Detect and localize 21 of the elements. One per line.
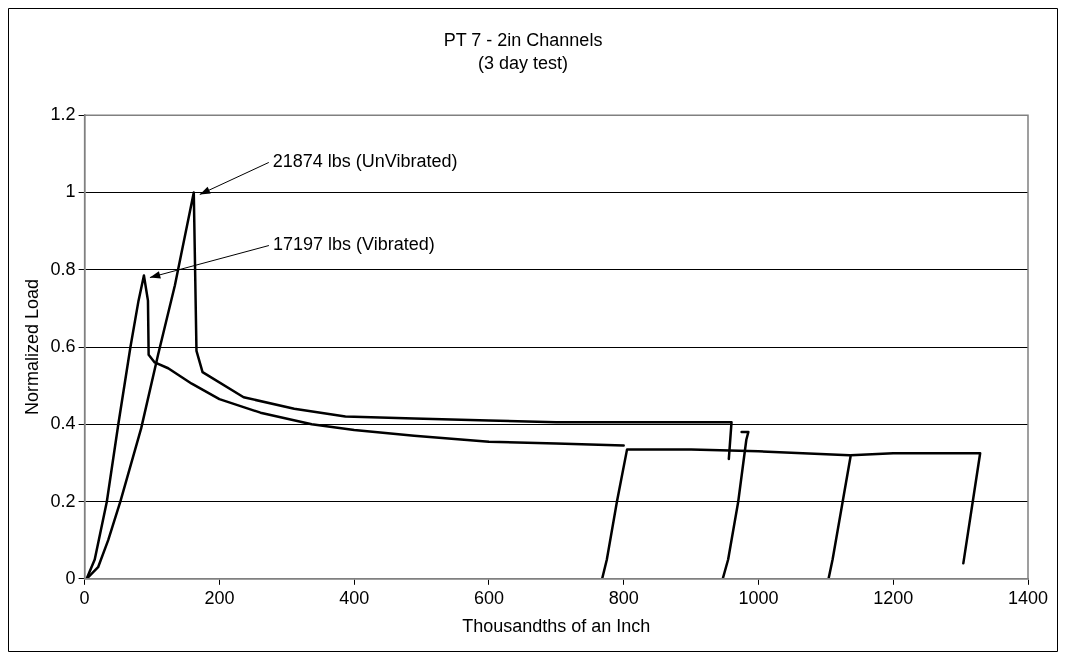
- annotation: 17197 lbs (Vibrated): [272, 234, 435, 255]
- x-tick-label: 0: [79, 587, 90, 608]
- x-tick-label: 1400: [1007, 587, 1049, 608]
- y-tick-label: 1.2: [50, 104, 76, 125]
- y-tick-label: 0: [65, 567, 76, 588]
- y-axis-title: Normalized Load: [21, 278, 42, 416]
- x-tick-label: 600: [473, 587, 504, 608]
- y-tick-label: 0.2: [50, 490, 76, 511]
- x-tick-label: 400: [339, 587, 370, 608]
- x-tick-label: 200: [204, 587, 235, 608]
- x-tick-label: 800: [608, 587, 639, 608]
- annotation: 21874 lbs (UnVibrated): [272, 151, 458, 172]
- y-tick-label: 0.8: [50, 258, 76, 279]
- y-tick-label: 0.4: [50, 413, 76, 434]
- x-tick-label: 1200: [873, 587, 914, 608]
- chart-title: PT 7 - 2in Channels: [443, 29, 603, 50]
- x-axis-title: Thousandths of an Inch: [462, 616, 651, 637]
- y-tick-label: 0.6: [50, 335, 76, 356]
- chart-subtitle: (3 day test): [477, 53, 569, 74]
- x-tick-label: 1000: [738, 587, 779, 608]
- y-tick-label: 1: [65, 181, 76, 202]
